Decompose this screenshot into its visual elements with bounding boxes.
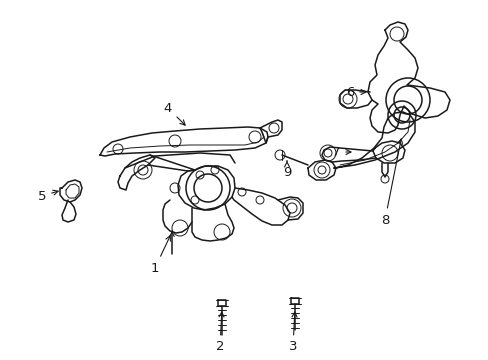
Text: 4: 4 (163, 102, 185, 125)
Text: 5: 5 (38, 189, 58, 202)
Text: 8: 8 (380, 139, 402, 226)
Text: 6: 6 (345, 85, 365, 99)
Text: 3: 3 (288, 312, 297, 354)
Text: 9: 9 (282, 161, 290, 180)
Text: 7: 7 (331, 145, 350, 158)
Text: 1: 1 (150, 236, 170, 274)
Text: 2: 2 (215, 312, 224, 354)
